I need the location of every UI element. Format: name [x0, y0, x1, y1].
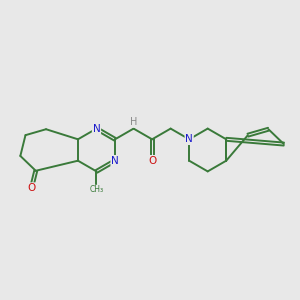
Text: N: N: [111, 156, 119, 166]
Text: H: H: [130, 117, 137, 127]
Text: N: N: [185, 134, 193, 144]
Text: CH₃: CH₃: [89, 185, 103, 194]
Text: O: O: [27, 183, 36, 193]
Text: O: O: [148, 156, 156, 166]
Text: N: N: [93, 124, 101, 134]
